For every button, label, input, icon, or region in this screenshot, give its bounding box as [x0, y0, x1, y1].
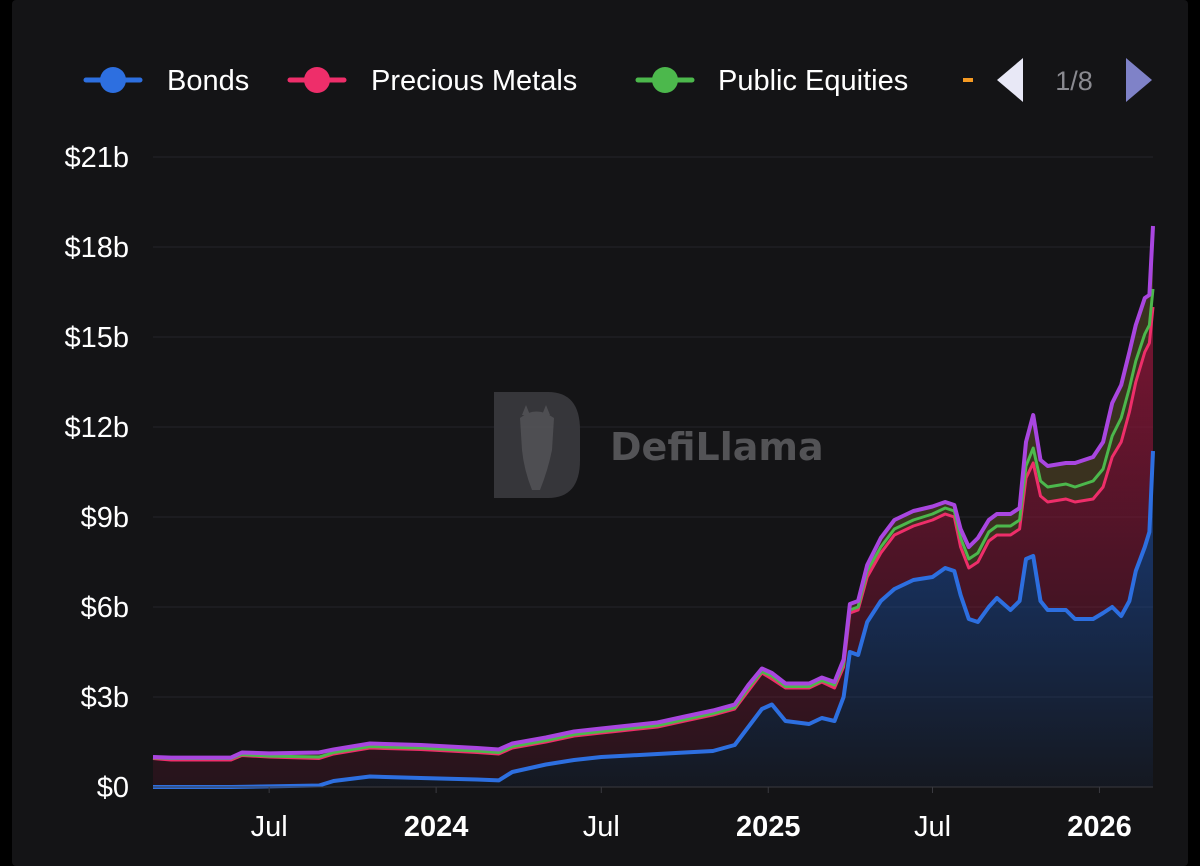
legend: Bonds Precious Metals Public Equities 1/… [83, 58, 1152, 102]
legend-page-indicator: 1/8 [1055, 66, 1093, 96]
public-equities-line [152, 288, 1155, 760]
legend-item-bonds[interactable]: Bonds [83, 65, 249, 97]
legend-label-bonds: Bonds [167, 65, 249, 97]
precious-metals-area [153, 307, 1153, 787]
y-tick-label: $3b [81, 682, 129, 714]
y-tick-label: $15b [64, 322, 129, 354]
plot-area [152, 225, 1155, 789]
x-tick-label: 2024 [404, 811, 469, 843]
legend-item-public-equities[interactable]: Public Equities [635, 65, 908, 97]
y-tick-label: $9b [81, 502, 129, 534]
chart-svg: Bonds Precious Metals Public Equities 1/… [64, 58, 1155, 843]
top-series-line [152, 225, 1155, 760]
legend-prev-page-icon[interactable] [997, 58, 1023, 102]
chart-panel: Bonds Precious Metals Public Equities 1/… [12, 0, 1188, 866]
bonds-legend-dot [100, 67, 126, 93]
precious-metals-legend-dot [304, 67, 330, 93]
legend-label-precious-metals: Precious Metals [371, 65, 577, 97]
legend-next-page-icon[interactable] [1126, 58, 1152, 102]
y-tick-label: $0 [97, 772, 129, 804]
x-tick-label: Jul [583, 811, 620, 843]
defillama-watermark: DefiLlama [494, 392, 824, 498]
bonds-area [153, 451, 1153, 787]
llama-head-icon [520, 405, 554, 490]
watermark-text: DefiLlama [610, 425, 824, 469]
x-tick-label: Jul [251, 811, 288, 843]
legend-label-public-equities: Public Equities [718, 65, 908, 97]
bonds-line [153, 450, 1155, 789]
x-tick-label: Jul [914, 811, 951, 843]
legend-item-precious-metals[interactable]: Precious Metals [287, 65, 577, 97]
x-axis: Jul 2024 Jul 2025 Jul 2026 [251, 787, 1132, 843]
y-tick-label: $18b [64, 232, 129, 264]
y-tick-label: $6b [81, 592, 129, 624]
y-tick-label: $21b [64, 142, 129, 174]
x-tick-label: 2026 [1067, 811, 1132, 843]
y-tick-label: $12b [64, 412, 129, 444]
x-tick-label: 2025 [736, 811, 801, 843]
public-equities-legend-dot [652, 67, 678, 93]
y-axis: $0 $3b $6b $9b $12b $15b $18b $21b [64, 142, 129, 804]
